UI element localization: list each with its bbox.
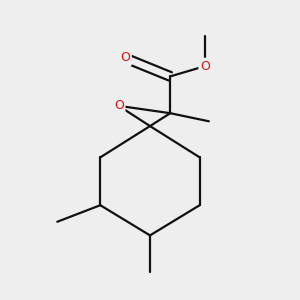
Text: O: O (114, 99, 124, 112)
Text: O: O (200, 60, 210, 73)
Text: O: O (120, 52, 130, 64)
